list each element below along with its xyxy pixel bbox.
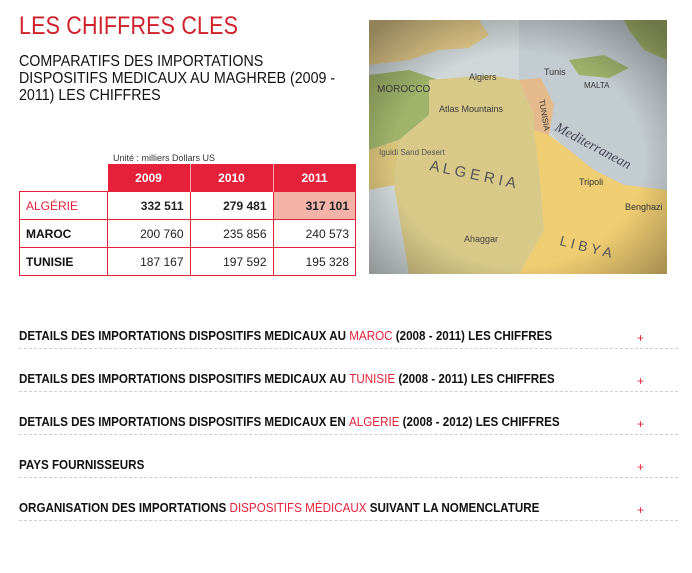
accordion-item-organisation[interactable]: ORGANISATION DES IMPORTATIONS DISPOSITIF… xyxy=(19,494,678,521)
expand-plus-icon[interactable]: + xyxy=(636,503,644,517)
accordion-label[interactable]: DETAILS DES IMPORTATIONS DISPOSITIFS MED… xyxy=(19,415,560,429)
row-country: ALGÉRIE xyxy=(19,191,108,220)
expand-plus-icon[interactable]: + xyxy=(636,417,644,431)
table-cell: 235 856 xyxy=(189,219,274,248)
accordion-item-tunisie[interactable]: DETAILS DES IMPORTATIONS DISPOSITIFS MED… xyxy=(19,365,678,392)
imports-table: 2009 2010 2011 ALGÉRIE 332 511 279 481 3… xyxy=(19,164,356,276)
accordion-label[interactable]: ORGANISATION DES IMPORTATIONS DISPOSITIF… xyxy=(19,501,540,515)
accordion-label[interactable]: DETAILS DES IMPORTATIONS DISPOSITIFS MED… xyxy=(19,372,555,386)
column-header-2011: 2011 xyxy=(273,164,356,192)
maghreb-map-image: MOROCCO Atlas Mountains Algiers A L G E … xyxy=(369,20,667,274)
table-corner xyxy=(20,164,108,192)
details-accordion: DETAILS DES IMPORTATIONS DISPOSITIFS MED… xyxy=(19,322,678,537)
column-header-2009: 2009 xyxy=(107,164,191,192)
map-label-benghazi: Benghazi xyxy=(625,202,663,212)
table-cell: 200 760 xyxy=(107,219,191,248)
map-label-tunis: Tunis xyxy=(544,67,566,77)
table-cell: 197 592 xyxy=(189,247,274,276)
table-row: ALGÉRIE 332 511 279 481 317 101 xyxy=(19,191,356,220)
expand-plus-icon[interactable]: + xyxy=(636,331,644,345)
table-row: MAROC 200 760 235 856 240 573 xyxy=(19,219,356,248)
table-cell: 332 511 xyxy=(107,191,191,220)
map-label-atlas: Atlas Mountains xyxy=(439,104,504,114)
accordion-label[interactable]: DETAILS DES IMPORTATIONS DISPOSITIFS MED… xyxy=(19,329,553,343)
accordion-item-algerie[interactable]: DETAILS DES IMPORTATIONS DISPOSITIFS MED… xyxy=(19,408,678,435)
accordion-item-pays-fournisseurs[interactable]: PAYS FOURNISSEURS + xyxy=(19,451,678,478)
table-cell: 240 573 xyxy=(272,219,356,248)
section-subtitle: COMPARATIFS DES IMPORTATIONS DISPOSITIFS… xyxy=(19,53,336,104)
expand-plus-icon[interactable]: + xyxy=(636,374,644,388)
map-label-malta: MALTA xyxy=(584,81,610,90)
map-label-ahaggar: Ahaggar xyxy=(464,234,498,244)
table-row: TUNISIE 187 167 197 592 195 328 xyxy=(19,247,356,276)
row-country: TUNISIE xyxy=(19,247,108,276)
map-label-algiers: Algiers xyxy=(469,72,497,82)
page-title: LES CHIFFRES CLES xyxy=(19,12,239,40)
map-label-iguidi: Iguidi Sand Desert xyxy=(379,148,446,157)
map-illustration: MOROCCO Atlas Mountains Algiers A L G E … xyxy=(369,20,667,274)
accordion-label[interactable]: PAYS FOURNISSEURS xyxy=(19,458,145,472)
map-label-tripoli: Tripoli xyxy=(579,177,603,187)
accordion-item-maroc[interactable]: DETAILS DES IMPORTATIONS DISPOSITIFS MED… xyxy=(19,322,678,349)
expand-plus-icon[interactable]: + xyxy=(636,460,644,474)
table-cell: 279 481 xyxy=(189,191,274,220)
table-cell: 317 101 xyxy=(272,191,356,220)
table-unit: Unité : milliers Dollars US xyxy=(113,153,216,163)
column-header-2010: 2010 xyxy=(190,164,274,192)
table-header-row: 2009 2010 2011 xyxy=(20,164,356,192)
table-cell: 195 328 xyxy=(272,247,356,276)
table-cell: 187 167 xyxy=(107,247,191,276)
map-label-morocco: MOROCCO xyxy=(377,84,431,95)
row-country: MAROC xyxy=(19,219,108,248)
